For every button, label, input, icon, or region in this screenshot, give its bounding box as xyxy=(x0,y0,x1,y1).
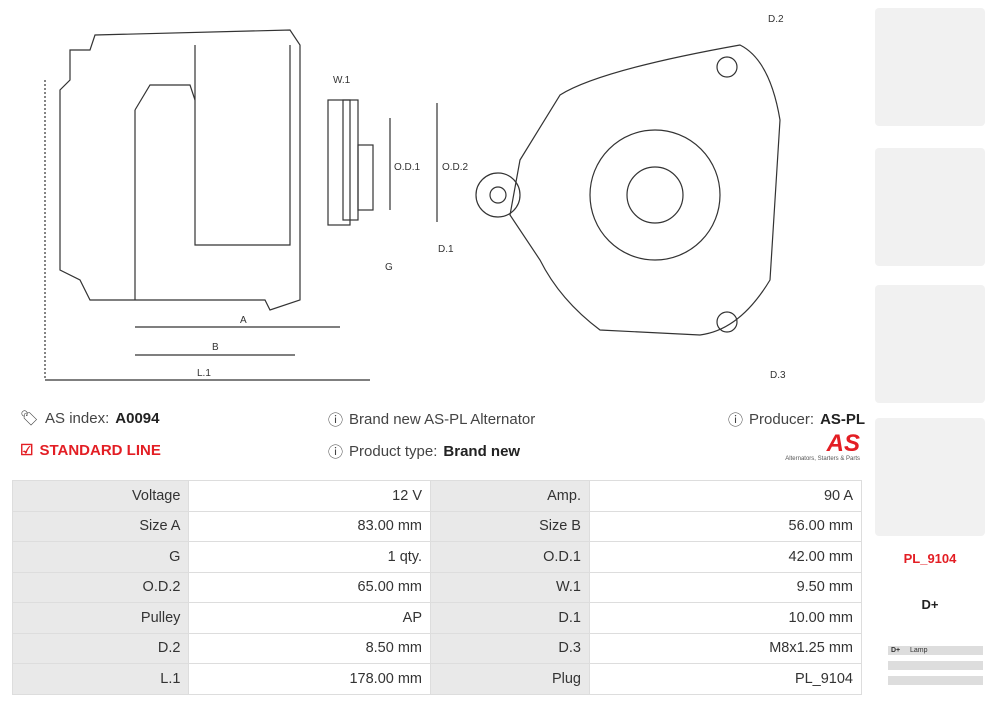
plug-terminal: D+ xyxy=(921,597,939,612)
label-w1: W.1 xyxy=(333,75,351,86)
spec-row: Size A 83.00 mm Size B 56.00 mm xyxy=(11,510,863,542)
plug-pin-cell: D+ xyxy=(888,646,909,655)
plug-pin-cell xyxy=(888,676,909,685)
plug-pin-cell xyxy=(907,676,983,685)
spec-label: Size B xyxy=(430,510,590,542)
spec-label: Pulley xyxy=(11,602,190,634)
spec-value: 10.00 mm xyxy=(588,602,863,634)
tags-icon: 🏷 xyxy=(20,410,40,427)
producer-value: AS-PL xyxy=(820,411,866,428)
as-index: 🏷 AS index: A0094 xyxy=(20,409,160,428)
label-d3: D.3 xyxy=(770,370,786,381)
as-index-value: A0094 xyxy=(115,409,160,427)
spec-value: 65.00 mm xyxy=(188,571,432,603)
label-g: G xyxy=(385,262,393,273)
technical-drawing: W.1 O.D.1 O.D.2 G A B L.1 D.2 D.1 D.3 xyxy=(44,14,786,381)
plug-code: PL_9104 xyxy=(903,551,957,566)
spec-value: 56.00 mm xyxy=(588,510,863,542)
product-photo-front[interactable] xyxy=(875,8,985,126)
title-text: Brand new AS-PL Alternator xyxy=(349,411,536,428)
product-photo-side[interactable] xyxy=(875,148,985,266)
spec-value: PL_9104 xyxy=(588,663,863,695)
logo-tagline: Alternators, Starters & Parts xyxy=(785,456,860,462)
as-pl-logo: AS Alternators, Starters & Parts xyxy=(775,430,860,463)
spec-label: D.2 xyxy=(11,632,190,664)
spec-row: Voltage 12 V Amp. 90 A xyxy=(11,480,863,512)
spec-label: O.D.1 xyxy=(430,541,590,573)
spec-label: Amp. xyxy=(430,480,590,512)
producer-label: Producer: xyxy=(749,411,815,428)
spec-value: 90 A xyxy=(588,480,863,512)
spec-row: L.1 178.00 mm Plug PL_9104 xyxy=(11,663,863,695)
spec-label: Plug xyxy=(430,663,590,695)
spec-value: 1 qty. xyxy=(188,541,432,573)
label-a: A xyxy=(240,315,247,326)
spec-label: G xyxy=(11,541,190,573)
spec-row: D.2 8.50 mm D.3 M8x1.25 mm xyxy=(11,632,863,664)
label-d2: D.2 xyxy=(768,14,784,25)
spec-label: W.1 xyxy=(430,571,590,603)
label-od2: O.D.2 xyxy=(442,162,469,173)
label-od1: O.D.1 xyxy=(394,162,421,173)
spec-value: 83.00 mm xyxy=(188,510,432,542)
as-index-label: AS index: xyxy=(45,409,110,427)
label-d1: D.1 xyxy=(438,244,454,255)
line-label: STANDARD LINE xyxy=(39,441,161,459)
product-type-value: Brand new xyxy=(443,443,521,460)
standard-line-badge: ☑ STANDARD LINE xyxy=(20,441,161,460)
spec-value: 178.00 mm xyxy=(188,663,432,695)
label-l1: L.1 xyxy=(197,368,211,379)
plug-pin-cell xyxy=(888,661,909,670)
checkbox-icon: ☑ xyxy=(20,442,34,459)
spec-label: D.3 xyxy=(430,632,590,664)
spec-value: 12 V xyxy=(188,480,432,512)
spec-value: M8x1.25 mm xyxy=(588,632,863,664)
product-type-label: Product type: xyxy=(349,443,438,460)
product-photo-rear[interactable] xyxy=(875,285,985,403)
spec-value: 8.50 mm xyxy=(188,632,432,664)
spec-label: L.1 xyxy=(11,663,190,695)
info-icon: ⓘ xyxy=(328,412,344,429)
spec-value: 9.50 mm xyxy=(588,571,863,603)
spec-label: Size A xyxy=(11,510,190,542)
spec-value: 42.00 mm xyxy=(588,541,863,573)
spec-label: O.D.2 xyxy=(11,571,190,603)
info-icon: ⓘ xyxy=(728,412,744,429)
logo-text: AS xyxy=(826,430,860,457)
info-icon: ⓘ xyxy=(328,444,344,461)
spec-value: AP xyxy=(188,602,432,634)
plug-pin-cell xyxy=(907,661,983,670)
producer: ⓘ Producer: AS-PL xyxy=(728,409,865,430)
label-b: B xyxy=(212,342,219,353)
spec-row: Pulley AP D.1 10.00 mm xyxy=(11,602,863,634)
product-photo-angle[interactable] xyxy=(875,418,985,536)
spec-label: Voltage xyxy=(11,480,190,512)
product-type: ⓘ Product type: Brand new xyxy=(328,441,520,462)
plug-pin-cell: Lamp xyxy=(907,646,983,655)
spec-row: O.D.2 65.00 mm W.1 9.50 mm xyxy=(11,571,863,603)
product-title: ⓘ Brand new AS-PL Alternator xyxy=(328,409,535,430)
spec-label: D.1 xyxy=(430,602,590,634)
